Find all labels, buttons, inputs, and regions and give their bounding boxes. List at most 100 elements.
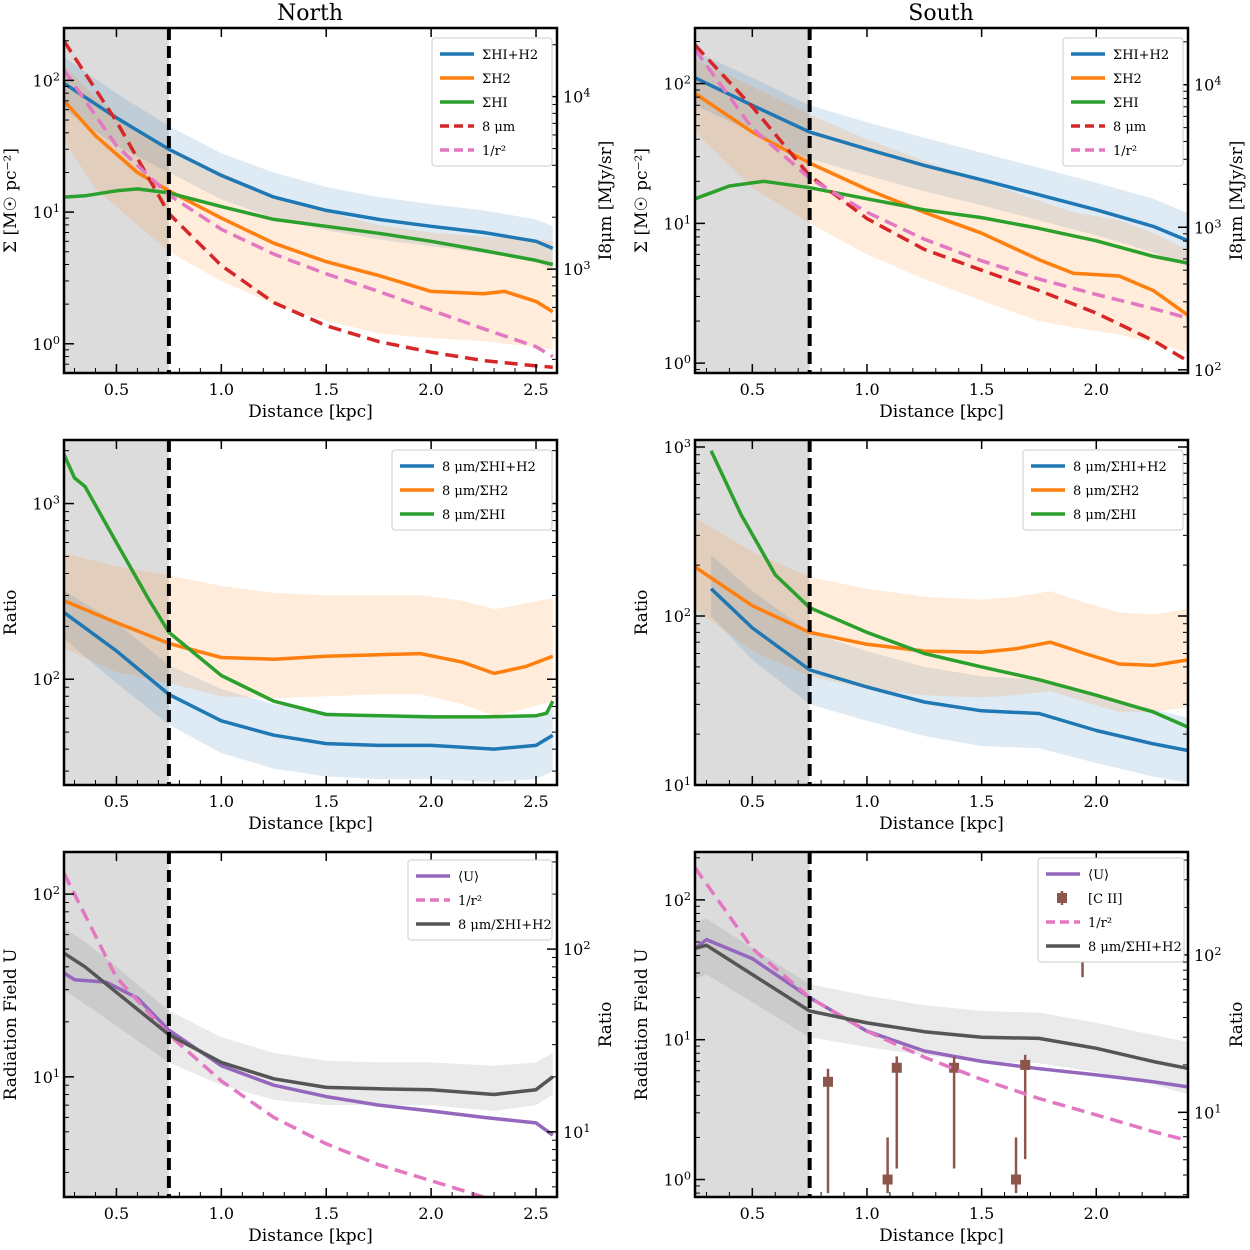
x-axis-label: Distance [kpc]	[879, 814, 1004, 834]
excluded-region-shade	[695, 440, 810, 785]
y-tick-label: 101	[563, 1121, 590, 1142]
legend-label: 8 μm/ΣHI	[1073, 508, 1136, 523]
series-line	[695, 943, 1188, 1071]
legend-label: 8 μm	[482, 120, 515, 135]
plot-area	[695, 852, 1188, 1197]
axes-frame	[693, 850, 1190, 1199]
legend-label: 8 μm/ΣHI	[442, 508, 505, 523]
legend-label: 1/r²	[1113, 144, 1137, 159]
y2-axis-label: I8μm [MJy/sr]	[1227, 141, 1247, 261]
y-tick-label: 102	[33, 669, 60, 690]
legend-box	[1037, 857, 1185, 963]
x-tick-label: 2.0	[1084, 380, 1109, 399]
series-line	[64, 69, 554, 359]
y-tick-label: 104	[563, 86, 590, 107]
x-axis-label: Distance [kpc]	[248, 814, 373, 834]
y-tick-label: 103	[33, 493, 60, 514]
legend-label: ΣH2	[482, 72, 511, 87]
y-axis-label: Radiation Field U	[632, 949, 652, 1101]
y-tick-label: 101	[664, 213, 691, 234]
y-tick-label: 102	[664, 73, 691, 94]
x-tick-label: 1.0	[854, 792, 879, 811]
legend-label: 1/r²	[458, 894, 482, 909]
series-line	[64, 453, 555, 719]
x-tick-label: 1.5	[969, 380, 994, 399]
y-tick-label: 101	[33, 1066, 60, 1087]
legend-box	[431, 37, 553, 167]
series-line	[709, 587, 1188, 753]
cii-marker	[882, 1174, 893, 1185]
x-tick-label: 2.5	[523, 380, 548, 399]
y-tick-label: 102	[33, 70, 60, 91]
legend-box	[1062, 37, 1184, 167]
excluded-region-shade	[64, 28, 169, 373]
panel-north-ratio: 0.5 1.0 1.5 2.0 2.5 102 103 Distance [kpc] Ratio…	[1, 438, 559, 834]
series-line	[695, 179, 1188, 265]
axes-frame	[693, 438, 1190, 787]
x-tick-label: 1.0	[209, 1204, 234, 1223]
panel-south-radiation-field: 0.5 1.0 1.5 2.0 100 101 102 101 102 Distance [kpc…	[632, 850, 1247, 1246]
y-tick-label: 102	[1194, 359, 1221, 380]
cii-marker	[891, 1062, 902, 1073]
excluded-region-shade	[64, 440, 169, 785]
x-tick-label: 1.5	[314, 380, 339, 399]
y2-axis-label: Ratio	[1227, 1002, 1247, 1048]
legend-label: 8 μm	[1113, 120, 1146, 135]
x-tick-label: 0.5	[740, 792, 765, 811]
series-line	[64, 610, 554, 751]
y-tick-label: 103	[664, 436, 691, 457]
uncertainty-band	[64, 553, 553, 716]
y-tick-label: 104	[1194, 74, 1221, 95]
x-tick-label: 0.5	[104, 380, 129, 399]
legend-label: 1/r²	[482, 144, 506, 159]
x-axis-label: Distance [kpc]	[879, 1226, 1004, 1246]
x-axis-label: Distance [kpc]	[248, 402, 373, 422]
excluded-region-shade	[695, 852, 810, 1197]
x-tick-label: 1.5	[314, 1204, 339, 1223]
legend-label: ΣHI+H2	[1113, 48, 1169, 63]
panel-north-radiation-field: 0.5 1.0 1.5 2.0 2.5 101 102 101 102 Distance [kpc…	[1, 850, 616, 1246]
series-line	[695, 43, 1188, 363]
x-tick-label: 2.0	[418, 1204, 443, 1223]
panel-south-surface-density: 0.5 1.0 1.5 2.0 100 101 102 102 103 104 Distance […	[632, 26, 1247, 422]
y-tick-label: 102	[33, 884, 60, 905]
plot-area	[695, 440, 1188, 785]
south-column-title: South	[908, 1, 974, 26]
x-axis-label: Distance [kpc]	[879, 402, 1004, 422]
series-line	[64, 81, 554, 251]
plot-area	[64, 440, 555, 785]
uncertainty-band	[64, 57, 553, 270]
panel-north-surface-density: 0.5 1.0 1.5 2.0 2.5 100 101 102 103 104 Distance […	[1, 26, 616, 422]
series-line	[64, 872, 489, 1197]
plot-area	[695, 28, 1188, 373]
y-axis-label: Σ [M☉ pc⁻²]	[632, 148, 652, 253]
legend-label: ΣH2	[1113, 72, 1142, 87]
x-tick-label: 1.5	[314, 792, 339, 811]
series-line	[709, 450, 1188, 729]
legend-label: 8 μm/ΣH2	[1073, 484, 1139, 499]
y-tick-label: 102	[664, 889, 691, 910]
cii-marker	[949, 1062, 960, 1073]
y-tick-label: 101	[664, 1029, 691, 1050]
legend-label: 8 μm/ΣHI+H2	[458, 918, 552, 933]
series-line	[64, 187, 554, 267]
plot-area	[64, 852, 554, 1197]
uncertainty-band	[64, 928, 553, 1111]
series-line	[64, 951, 554, 1097]
x-tick-label: 1.0	[209, 380, 234, 399]
legend-label: 8 μm/ΣHI+H2	[1088, 940, 1182, 955]
uncertainty-band	[695, 59, 1188, 353]
x-tick-label: 2.0	[1084, 1204, 1109, 1223]
y-axis-label: Ratio	[1, 590, 21, 636]
x-tick-label: 1.5	[969, 792, 994, 811]
y2-axis-label: I8μm [MJy/sr]	[596, 141, 616, 261]
x-tick-label: 0.5	[104, 1204, 129, 1223]
legend-label: ⟨U⟩	[1088, 868, 1109, 883]
cii-marker	[822, 1076, 833, 1087]
legend-label: ⟨U⟩	[458, 870, 479, 885]
series-line	[64, 99, 554, 314]
north-column-title: North	[277, 1, 343, 26]
legend-label: ΣHI+H2	[482, 48, 538, 63]
series-line	[695, 565, 1188, 668]
